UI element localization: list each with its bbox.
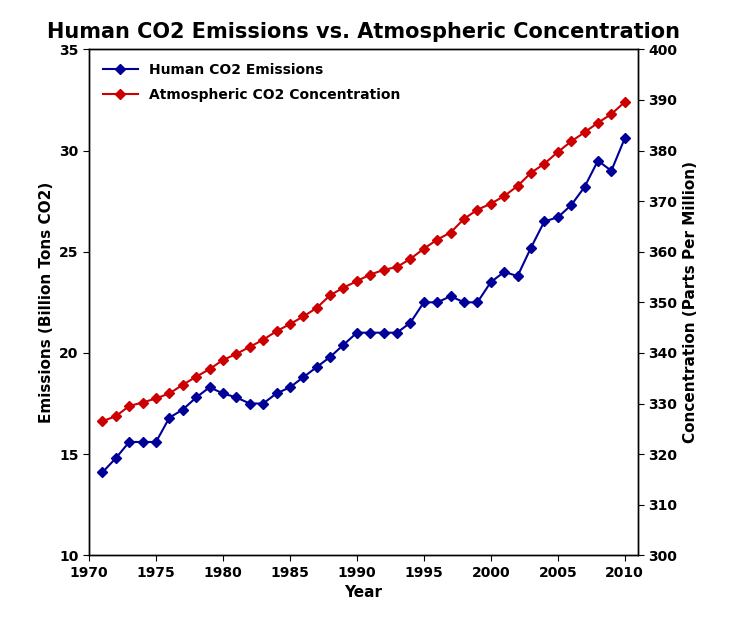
Atmospheric CO2 Concentration bbox=[554, 148, 562, 155]
Atmospheric CO2 Concentration bbox=[165, 390, 174, 397]
Atmospheric CO2 Concentration bbox=[299, 313, 308, 320]
Atmospheric CO2 Concentration bbox=[326, 292, 335, 299]
Atmospheric CO2 Concentration bbox=[312, 304, 321, 312]
Human CO2 Emissions bbox=[98, 469, 107, 476]
Human CO2 Emissions bbox=[138, 438, 147, 445]
Atmospheric CO2 Concentration bbox=[205, 365, 214, 373]
Human CO2 Emissions bbox=[111, 455, 120, 462]
Human CO2 Emissions bbox=[500, 268, 509, 276]
Atmospheric CO2 Concentration bbox=[366, 271, 375, 278]
Atmospheric CO2 Concentration bbox=[125, 402, 134, 410]
Human CO2 Emissions bbox=[218, 390, 227, 397]
Atmospheric CO2 Concentration bbox=[527, 169, 536, 176]
Human CO2 Emissions bbox=[607, 167, 616, 175]
Atmospheric CO2 Concentration bbox=[191, 373, 200, 381]
Human CO2 Emissions bbox=[446, 292, 455, 300]
Human CO2 Emissions bbox=[406, 319, 415, 326]
Human CO2 Emissions bbox=[191, 394, 200, 401]
Atmospheric CO2 Concentration bbox=[178, 381, 187, 389]
Human CO2 Emissions bbox=[393, 329, 401, 336]
Atmospheric CO2 Concentration bbox=[580, 128, 589, 136]
Human CO2 Emissions bbox=[272, 390, 281, 397]
Atmospheric CO2 Concentration bbox=[594, 119, 603, 126]
Atmospheric CO2 Concentration bbox=[540, 160, 549, 167]
Human CO2 Emissions bbox=[286, 384, 295, 391]
Atmospheric CO2 Concentration bbox=[151, 395, 160, 402]
Atmospheric CO2 Concentration bbox=[352, 278, 361, 285]
Human CO2 Emissions bbox=[486, 278, 495, 286]
Atmospheric CO2 Concentration bbox=[272, 328, 281, 335]
Human CO2 Emissions bbox=[513, 272, 522, 280]
Human CO2 Emissions bbox=[178, 406, 187, 413]
Atmospheric CO2 Concentration bbox=[379, 267, 388, 274]
Y-axis label: Concentration (Parts Per Million): Concentration (Parts Per Million) bbox=[683, 161, 698, 444]
Atmospheric CO2 Concentration bbox=[486, 200, 495, 207]
Human CO2 Emissions bbox=[232, 394, 241, 401]
Human CO2 Emissions bbox=[473, 299, 482, 306]
Human CO2 Emissions bbox=[379, 329, 388, 336]
Human CO2 Emissions bbox=[459, 299, 468, 306]
Atmospheric CO2 Concentration bbox=[446, 229, 455, 236]
Human CO2 Emissions bbox=[326, 354, 335, 361]
Human CO2 Emissions bbox=[352, 329, 361, 336]
Atmospheric CO2 Concentration bbox=[246, 343, 255, 350]
Atmospheric CO2 Concentration bbox=[459, 215, 468, 223]
Human CO2 Emissions bbox=[151, 438, 160, 445]
Atmospheric CO2 Concentration bbox=[567, 138, 576, 145]
Human CO2 Emissions bbox=[366, 329, 375, 336]
Human CO2 Emissions bbox=[567, 202, 576, 209]
Human CO2 Emissions bbox=[312, 363, 321, 371]
Atmospheric CO2 Concentration bbox=[98, 418, 107, 425]
Human CO2 Emissions bbox=[259, 400, 268, 407]
X-axis label: Year: Year bbox=[344, 586, 383, 600]
Human CO2 Emissions bbox=[594, 157, 603, 164]
Title: Human CO2 Emissions vs. Atmospheric Concentration: Human CO2 Emissions vs. Atmospheric Conc… bbox=[47, 22, 680, 42]
Atmospheric CO2 Concentration bbox=[513, 182, 522, 189]
Atmospheric CO2 Concentration bbox=[339, 284, 348, 291]
Human CO2 Emissions bbox=[299, 373, 308, 381]
Atmospheric CO2 Concentration bbox=[286, 320, 295, 328]
Atmospheric CO2 Concentration bbox=[393, 263, 401, 271]
Line: Human CO2 Emissions: Human CO2 Emissions bbox=[99, 135, 628, 476]
Human CO2 Emissions bbox=[580, 183, 589, 191]
Atmospheric CO2 Concentration bbox=[433, 236, 441, 243]
Human CO2 Emissions bbox=[419, 299, 428, 306]
Human CO2 Emissions bbox=[620, 135, 629, 142]
Atmospheric CO2 Concentration bbox=[419, 245, 428, 252]
Human CO2 Emissions bbox=[540, 218, 549, 225]
Atmospheric CO2 Concentration bbox=[111, 412, 120, 420]
Legend: Human CO2 Emissions, Atmospheric CO2 Concentration: Human CO2 Emissions, Atmospheric CO2 Con… bbox=[96, 56, 407, 109]
Atmospheric CO2 Concentration bbox=[607, 110, 616, 118]
Atmospheric CO2 Concentration bbox=[406, 255, 415, 262]
Atmospheric CO2 Concentration bbox=[259, 336, 268, 344]
Human CO2 Emissions bbox=[339, 341, 348, 349]
Human CO2 Emissions bbox=[554, 213, 562, 221]
Atmospheric CO2 Concentration bbox=[473, 206, 482, 213]
Atmospheric CO2 Concentration bbox=[218, 356, 227, 363]
Human CO2 Emissions bbox=[527, 244, 536, 251]
Atmospheric CO2 Concentration bbox=[138, 399, 147, 406]
Human CO2 Emissions bbox=[246, 400, 255, 407]
Y-axis label: Emissions (Billion Tons CO2): Emissions (Billion Tons CO2) bbox=[39, 181, 53, 423]
Atmospheric CO2 Concentration bbox=[500, 193, 509, 200]
Atmospheric CO2 Concentration bbox=[232, 350, 241, 358]
Human CO2 Emissions bbox=[205, 384, 214, 391]
Human CO2 Emissions bbox=[125, 438, 134, 445]
Human CO2 Emissions bbox=[433, 299, 441, 306]
Atmospheric CO2 Concentration bbox=[620, 98, 629, 106]
Line: Atmospheric CO2 Concentration: Atmospheric CO2 Concentration bbox=[99, 99, 628, 424]
Human CO2 Emissions bbox=[165, 414, 174, 421]
